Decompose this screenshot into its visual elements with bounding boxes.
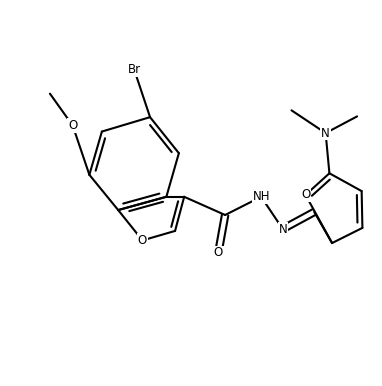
Text: N: N (321, 127, 330, 140)
Text: O: O (68, 119, 77, 132)
Text: O: O (138, 234, 147, 247)
Text: NH: NH (253, 190, 270, 203)
Text: Br: Br (128, 63, 141, 76)
Text: O: O (214, 246, 223, 259)
Text: N: N (278, 222, 287, 235)
Text: O: O (301, 188, 310, 201)
